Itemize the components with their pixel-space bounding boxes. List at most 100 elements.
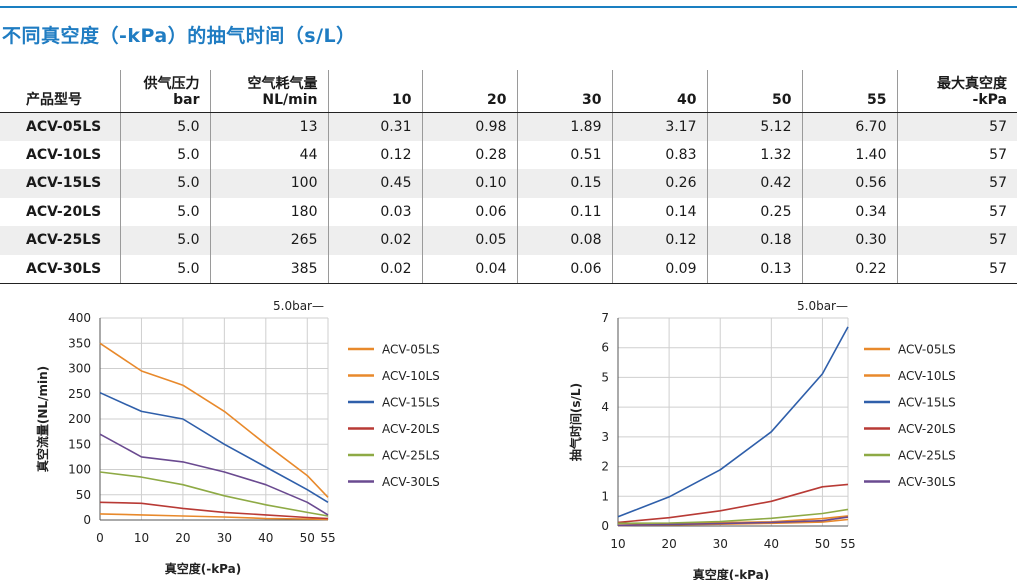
cell-time: 1.89 [516, 112, 612, 141]
x-tick-label: 50 [300, 531, 315, 545]
series-line-acv-30ls [99, 433, 329, 516]
cell-model: ACV-25LS [0, 226, 120, 255]
x-tick-label: 40 [258, 531, 273, 545]
cell-model: ACV-20LS [26, 203, 102, 220]
y-axis-title: 抽气时间(s/L) [568, 383, 583, 461]
legend-label: ACV-25LS [898, 449, 956, 463]
pressure-note: 5.0bar— [797, 299, 848, 313]
cell-time: 0.03 [327, 197, 422, 226]
legend-label: ACV-05LS [898, 343, 956, 357]
cell-air-consumption: 44 [209, 140, 328, 169]
cell-max-vacuum: 57 [896, 169, 1017, 198]
legend-label: ACV-30LS [382, 475, 440, 489]
legend-label: ACV-10LS [898, 369, 956, 383]
x-tick-label: 55 [840, 537, 855, 551]
series-line-acv-25ls [617, 508, 849, 525]
cell-air-consumption: 265 [209, 226, 328, 255]
cell-time: 0.08 [516, 226, 612, 255]
y-tick-label: 300 [68, 362, 91, 376]
cell-time: 0.42 [706, 169, 802, 198]
header-level: 10 [327, 70, 422, 113]
x-tick-label: 50 [815, 537, 830, 551]
x-tick-label: 10 [610, 537, 625, 551]
y-tick-label: 350 [68, 336, 91, 350]
cell-time: 3.17 [611, 112, 707, 141]
y-tick-label: 250 [68, 387, 91, 401]
y-tick-label: 7 [601, 311, 609, 325]
y-tick-label: 0 [83, 513, 91, 527]
x-tick-label: 55 [320, 531, 335, 545]
cell-time: 0.30 [801, 226, 897, 255]
cell-time: 0.12 [611, 226, 707, 255]
cell-time: 0.22 [801, 254, 897, 284]
x-tick-label: 20 [661, 537, 676, 551]
cell-time: 0.98 [421, 112, 517, 141]
cell-air-consumption: 100 [209, 169, 328, 198]
cell-time: 0.18 [706, 226, 802, 255]
series-line-acv-15ls [99, 391, 329, 503]
cell-time: 0.09 [611, 254, 707, 284]
cell-time: 0.14 [611, 197, 707, 226]
cell-model: ACV-05LS [0, 112, 120, 141]
cell-time: 0.13 [706, 254, 802, 284]
cell-time: 0.12 [327, 140, 422, 169]
legend-label: ACV-20LS [382, 422, 440, 436]
legend-label: ACV-20LS [898, 422, 956, 436]
header-level: 30 [516, 70, 612, 113]
x-axis-title: 真空度(-kPa) [165, 561, 242, 576]
y-tick-label: 0 [601, 519, 609, 533]
x-tick-label: 30 [217, 531, 232, 545]
cell-model: ACV-15LS [0, 169, 120, 198]
cell-model: ACV-30LS [0, 254, 120, 284]
header-level: 20 [421, 70, 517, 113]
series-line-acv-15ls [617, 326, 849, 518]
legend-label: ACV-30LS [898, 475, 956, 489]
cell-time: 0.11 [516, 197, 612, 226]
cell-time: 1.40 [801, 140, 897, 169]
cell-time: 0.34 [801, 197, 897, 226]
x-tick-label: 0 [96, 531, 104, 545]
legend-label: ACV-15LS [382, 396, 440, 410]
cell-air-consumption: 385 [209, 254, 328, 284]
cell-time: 0.05 [421, 226, 517, 255]
cell-time: 0.31 [327, 112, 422, 141]
x-tick-label: 30 [713, 537, 728, 551]
cell-time: 0.06 [421, 197, 517, 226]
series-line-acv-20ls [99, 501, 329, 520]
cell-time: 0.10 [421, 169, 517, 198]
header-model: 产品型号 [0, 70, 120, 113]
y-tick-label: 2 [601, 460, 609, 474]
y-tick-label: 4 [601, 400, 609, 414]
table-row: ACV-25LS 5.0 265 0.02 0.05 0.08 0.12 0.18 0.30 57 [0, 226, 1017, 255]
cell-air-consumption: 13 [209, 112, 328, 141]
table-row: ACV-05LS 5.0 13 0.31 0.98 1.89 3.17 5.12 6.70 57 [0, 112, 1017, 141]
cell-pressure: 5.0 [119, 140, 210, 169]
cell-air-consumption: 180 [209, 197, 328, 226]
y-tick-label: 1 [601, 489, 609, 503]
y-tick-label: 5 [601, 370, 609, 384]
series-line-acv-05ls [99, 513, 329, 521]
cell-max-vacuum: 57 [896, 197, 1017, 226]
pressure-note: 5.0bar— [273, 299, 324, 313]
cell-time: 0.56 [801, 169, 897, 198]
cell-time: 0.04 [421, 254, 517, 284]
cell-time: 0.25 [706, 197, 802, 226]
table-header-row: 产品型号 供气压力 bar 空气耗气量 NL/min 10 20 30 40 50 … [0, 70, 1017, 113]
y-tick-label: 50 [76, 488, 91, 502]
y-tick-label: 6 [601, 341, 609, 355]
top-rule [0, 6, 1017, 8]
y-tick-label: 200 [68, 412, 91, 426]
x-tick-label: 10 [134, 531, 149, 545]
page-title: 不同真空度（-kPa）的抽气时间（s/L） [2, 25, 356, 47]
x-tick-label: 40 [764, 537, 779, 551]
table-row: ACV-20LS 5.0 180 0.03 0.06 0.11 0.14 0.25 0.34 57 [0, 197, 1017, 226]
series-line-acv-30ls [617, 516, 849, 527]
header-level: 50 [706, 70, 802, 113]
cell-max-vacuum: 57 [896, 140, 1017, 169]
y-tick-label: 100 [68, 463, 91, 477]
cell-time: 0.15 [516, 169, 612, 198]
table-row: ACV-15LS 5.0 100 0.45 0.10 0.15 0.26 0.42 0.56 57 [0, 169, 1017, 198]
table-row: ACV-10LS 5.0 44 0.12 0.28 0.51 0.83 1.32 1.40 57 [0, 140, 1017, 169]
x-axis-title: 真空度(-kPa) [693, 567, 770, 580]
